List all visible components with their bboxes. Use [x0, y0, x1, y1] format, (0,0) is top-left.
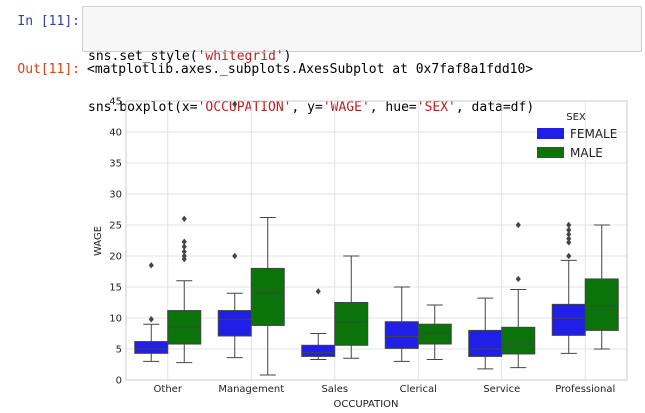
outlier-point [566, 226, 572, 234]
legend-title: SEX [566, 112, 586, 123]
y-tick-label: 15 [109, 283, 122, 294]
outlier-point [148, 316, 154, 323]
box [217, 310, 252, 337]
outlier-point [232, 100, 238, 108]
box [334, 302, 369, 346]
box [551, 303, 586, 336]
box [301, 344, 336, 357]
legend-swatch-male [537, 147, 564, 158]
box [250, 267, 285, 326]
code-string: 'SEX' [416, 100, 456, 115]
y-tick-label: 20 [109, 252, 122, 263]
box [384, 321, 419, 349]
y-axis-title: WAGE [93, 226, 104, 256]
x-tick-label: Service [483, 384, 520, 395]
y-tick-label: 5 [116, 345, 122, 356]
outlier-point [566, 235, 572, 242]
code-line-1: sns.set_style('whitegrid') [88, 48, 635, 65]
code-token: , hue= [369, 100, 417, 115]
outlier-point [232, 252, 238, 260]
outlier-point [181, 215, 187, 222]
y-tick-label: 45 [109, 97, 122, 108]
outlier-point [181, 238, 187, 245]
input-prompt: In [11]: [17, 14, 80, 29]
outlier-point [315, 288, 321, 295]
x-tick-label: Other [154, 384, 183, 395]
legend-swatch-female [537, 128, 564, 139]
outlier-point [566, 239, 572, 246]
x-tick-label: Professional [555, 384, 615, 395]
code-token: sns.set_style( [88, 49, 198, 64]
outlier-point [566, 252, 572, 260]
plot-frame [125, 100, 628, 381]
box [417, 323, 452, 345]
legend-label-female: FEMALE [570, 127, 617, 141]
y-tick-label: 25 [109, 221, 122, 232]
y-tick-label: 30 [109, 190, 122, 201]
outlier-point [181, 248, 187, 255]
legend: SEX FEMALE MALE [537, 112, 617, 160]
box [584, 278, 619, 331]
outlier-point [515, 221, 521, 229]
y-tick-label: 35 [109, 159, 122, 170]
x-axis-title: OCCUPATION [333, 399, 398, 410]
code-cell-input[interactable]: sns.set_style('whitegrid') sns.boxplot(x… [82, 6, 642, 115]
box [501, 326, 536, 355]
legend-label-male: MALE [570, 146, 603, 160]
code-string: 'whitegrid' [197, 49, 284, 64]
outlier-point [181, 252, 187, 260]
outlier-point [181, 243, 187, 250]
outlier-point [566, 231, 572, 238]
y-tick-label: 40 [109, 128, 122, 139]
outlier-point [515, 275, 521, 283]
code-token: , data=df) [455, 100, 535, 115]
y-tick-label: 10 [109, 314, 122, 325]
code-line-2: sns.boxplot(x='OCCUPATION', y='WAGE', hu… [88, 99, 635, 116]
y-tick-label: 0 [116, 376, 122, 387]
output-prompt: Out[11]: [17, 62, 80, 77]
code-string: 'OCCUPATION' [197, 100, 292, 115]
x-tick-label: Clerical [400, 384, 437, 395]
box [134, 341, 169, 354]
x-tick-label: Management [218, 384, 284, 395]
code-token: sns.boxplot(x= [88, 100, 198, 115]
box [468, 329, 503, 357]
output-text: <matplotlib.axes._subplots.AxesSubplot a… [87, 62, 534, 77]
outlier-point [148, 262, 154, 269]
code-token: ) [283, 49, 292, 64]
code-token: , y= [291, 100, 323, 115]
outlier-point [566, 221, 572, 229]
x-tick-label: Sales [321, 384, 348, 395]
